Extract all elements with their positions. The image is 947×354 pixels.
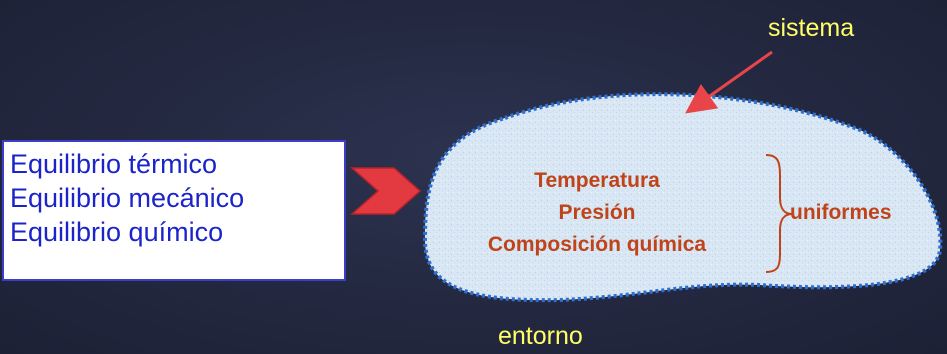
system-pointer-arrow <box>685 50 773 114</box>
uniform-label: uniformes <box>790 201 892 224</box>
environment-label: entorno <box>498 322 583 350</box>
condition-chemical: Equilibrio químico <box>10 217 224 247</box>
system-properties: Temperatura Presión Composición química <box>412 165 782 261</box>
property-pressure: Presión <box>558 201 636 224</box>
system-boundary <box>422 92 943 303</box>
equilibrium-conditions-box: Equilibrio térmico Equilibrio mecánico E… <box>2 140 346 281</box>
chevron-arrow-icon <box>350 167 422 215</box>
property-composition: Composición química <box>487 233 707 256</box>
property-temperature: Temperatura <box>534 169 660 192</box>
condition-thermal: Equilibrio térmico <box>10 149 218 179</box>
right-brace-icon <box>765 154 793 273</box>
system-label: sistema <box>768 14 855 42</box>
condition-mechanical: Equilibrio mecánico <box>10 183 245 213</box>
